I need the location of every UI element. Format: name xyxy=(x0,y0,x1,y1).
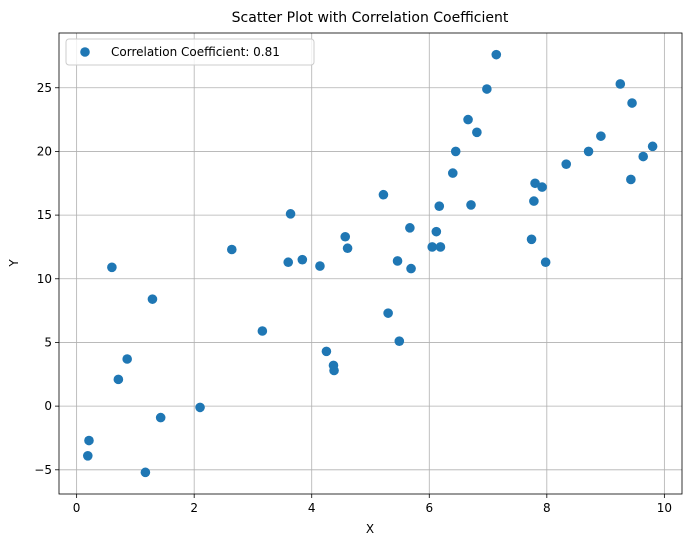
data-point xyxy=(482,84,492,94)
y-tick-label: 15 xyxy=(37,208,52,222)
x-tick-label: 4 xyxy=(308,501,316,515)
data-point xyxy=(626,174,636,185)
y-axis-label: Y xyxy=(7,259,21,268)
data-point xyxy=(378,189,389,200)
data-point xyxy=(526,234,537,245)
data-point xyxy=(257,326,268,336)
y-tick-label: 20 xyxy=(37,144,52,158)
data-point xyxy=(107,262,117,273)
data-point xyxy=(140,467,151,478)
data-point xyxy=(561,159,572,169)
data-point xyxy=(463,114,473,125)
data-point xyxy=(491,49,502,60)
data-point xyxy=(321,346,332,357)
data-point xyxy=(342,243,353,254)
data-point xyxy=(596,131,606,141)
data-point xyxy=(297,254,308,265)
x-tick-label: 0 xyxy=(73,501,81,515)
data-point xyxy=(82,450,93,461)
data-points xyxy=(82,49,658,478)
data-point xyxy=(615,79,626,89)
axis-ticks: 0 2 4 6 8 10 −5 0 5 10 15 20 25 xyxy=(34,81,672,515)
data-point xyxy=(447,168,458,178)
data-point xyxy=(529,196,539,206)
legend: Correlation Coefficient: 0.81 xyxy=(65,38,315,66)
data-point xyxy=(285,209,296,219)
y-tick-label: 10 xyxy=(37,272,52,286)
data-point xyxy=(226,244,237,255)
y-tick-label: 0 xyxy=(44,399,52,413)
legend-marker xyxy=(80,47,90,57)
data-point xyxy=(427,242,438,252)
data-point xyxy=(540,257,551,268)
y-tick-label: −5 xyxy=(34,463,52,477)
y-tick-label: 5 xyxy=(44,335,52,349)
data-point xyxy=(627,98,637,108)
data-point xyxy=(394,336,405,346)
data-point xyxy=(405,223,415,233)
data-point xyxy=(329,365,339,376)
data-point xyxy=(530,178,540,189)
legend-box xyxy=(65,38,315,66)
data-point xyxy=(283,257,294,268)
data-point xyxy=(406,263,416,274)
data-point xyxy=(383,308,393,318)
data-point xyxy=(392,256,403,266)
data-point xyxy=(647,141,658,152)
x-tick-label: 2 xyxy=(190,501,198,515)
data-point xyxy=(113,374,124,385)
grid xyxy=(59,33,682,494)
data-point xyxy=(155,412,166,423)
x-tick-label: 6 xyxy=(425,501,433,515)
data-point xyxy=(340,231,351,242)
data-point xyxy=(147,294,158,304)
data-point xyxy=(431,226,442,237)
data-point xyxy=(583,146,594,157)
data-point xyxy=(638,151,649,162)
data-point xyxy=(195,402,205,413)
data-point xyxy=(84,435,94,446)
data-point xyxy=(122,354,132,364)
data-point xyxy=(315,261,325,271)
legend-entry: Correlation Coefficient: 0.81 xyxy=(111,45,280,59)
x-axis-label: X xyxy=(366,522,374,536)
data-point xyxy=(537,182,547,192)
y-tick-label: 25 xyxy=(37,81,52,95)
plot-frame xyxy=(58,32,683,495)
data-point xyxy=(472,127,482,138)
x-tick-label: 8 xyxy=(543,501,551,515)
data-point xyxy=(435,242,446,252)
data-point xyxy=(450,146,461,157)
data-point xyxy=(466,200,476,210)
data-point xyxy=(434,201,445,211)
x-tick-label: 10 xyxy=(657,501,672,515)
chart-title: Scatter Plot with Correlation Coefficien… xyxy=(232,10,509,26)
